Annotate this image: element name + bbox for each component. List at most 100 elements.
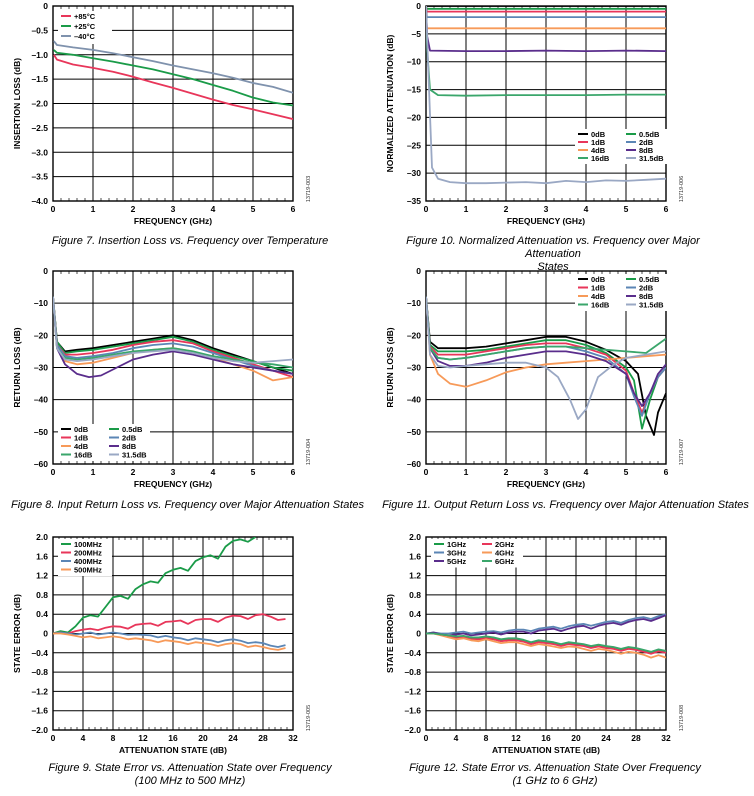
x-tick-label: 2 [131, 204, 136, 214]
x-tick-label: 0 [424, 733, 429, 743]
legend-label: 31.5dB [639, 301, 664, 310]
legend-label: +25°C [74, 22, 96, 31]
series-line-31.5dB [426, 6, 666, 185]
caption-line: States [537, 261, 569, 273]
caption-line: Figure 10. Normalized Attenuation vs. Fr… [406, 235, 700, 260]
x-tick-label: 4 [81, 733, 86, 743]
chart-6: 0 4 8 12 16 20 24 28 32 2.0 1.6 1.2 0.8 0.4 0 –0.4 –0.8 –… [385, 532, 685, 755]
caption-line: Figure 12. State Error vs. Attenuation S… [409, 762, 701, 774]
y-tick-label: –25 [407, 140, 421, 150]
legend-label: 200MHz [74, 549, 102, 558]
caption-line: Figure 11. Output Return Loss vs. Freque… [382, 499, 749, 511]
x-tick-label: 0 [51, 733, 56, 743]
legend-box [575, 129, 667, 164]
series-line-3GHz [426, 613, 666, 635]
y-tick-label: –2.0 [404, 725, 421, 735]
y-axis-label: STATE ERROR (dB) [385, 594, 395, 673]
x-tick-label: 1 [464, 204, 469, 214]
series-line-0.5dB [426, 296, 666, 430]
series-line-100MHz [53, 537, 256, 635]
y-tick-label: –2.5 [31, 123, 48, 133]
plot-frame [52, 5, 294, 202]
y-tick-label: –0.8 [404, 667, 421, 677]
series-line-1dB [426, 296, 666, 414]
figure-number-label: 13719-006 [679, 176, 685, 202]
y-tick-label: –3.0 [31, 147, 48, 157]
y-tick-label: –1.2 [404, 686, 421, 696]
legend-label: 2GHz [495, 540, 514, 549]
y-tick-label: –3.5 [31, 172, 48, 182]
legend-label: 0.5dB [639, 130, 660, 139]
x-axis-label: FREQUENCY (GHz) [507, 479, 585, 489]
legend-label: 1GHz [447, 540, 466, 549]
x-axis-label: FREQUENCY (GHz) [134, 479, 212, 489]
legend-label: 400MHz [74, 557, 102, 566]
y-tick-label: –50 [34, 427, 48, 437]
y-axis-label: STATE ERROR (dB) [12, 594, 22, 673]
x-tick-label: 28 [631, 733, 641, 743]
x-tick-label: 1 [91, 204, 96, 214]
x-tick-label: 3 [171, 204, 176, 214]
figure-number-label: 13719-005 [306, 705, 312, 731]
legend-label: 4dB [591, 292, 606, 301]
y-axis-label: INSERTION LOSS (dB) [12, 58, 22, 149]
y-tick-label: –5 [412, 29, 422, 39]
x-tick-label: 32 [288, 733, 298, 743]
x-tick-label: 0 [51, 204, 56, 214]
caption-line: Figure 9. State Error vs. Attenuation St… [48, 762, 332, 774]
legend-label: 4dB [74, 442, 89, 451]
y-tick-label: –1.0 [31, 50, 48, 60]
legend-label: 100MHz [74, 540, 102, 549]
legend-label: 31.5dB [122, 451, 147, 460]
legend-label: 2dB [639, 138, 654, 147]
y-tick-label: –50 [407, 427, 421, 437]
legend-label: 3GHz [447, 549, 466, 558]
y-tick-label: –30 [34, 363, 48, 373]
x-tick-label: 4 [584, 467, 589, 477]
series-line-+85°C [53, 54, 293, 120]
y-tick-label: –0.5 [31, 25, 48, 35]
legend-label: 500MHz [74, 566, 102, 575]
y-tick-label: –1.2 [31, 686, 48, 696]
y-tick-label: –2.0 [31, 99, 48, 109]
legend-box [58, 424, 150, 461]
legend-label: 0dB [591, 275, 606, 284]
caption-figure-9: Figure 9. State Error vs. Attenuation St… [20, 762, 360, 788]
series-line-–40°C [53, 40, 293, 94]
x-tick-label: 24 [228, 733, 238, 743]
legend-label: 31.5dB [639, 154, 664, 163]
y-tick-label: –20 [407, 330, 421, 340]
figure-number-label: 13719-004 [306, 439, 312, 465]
x-tick-label: 4 [454, 733, 459, 743]
y-tick-label: –0.4 [404, 648, 421, 658]
y-tick-label: 0 [416, 1, 421, 11]
series-line-400MHz [53, 631, 286, 648]
figure-number-label: 13719-008 [679, 705, 685, 731]
y-tick-label: 0 [43, 1, 48, 11]
legend-label: 6GHz [495, 557, 514, 566]
x-tick-label: 8 [484, 733, 489, 743]
x-tick-label: 20 [198, 733, 208, 743]
series-line-5GHz [426, 614, 666, 637]
x-tick-label: 5 [624, 204, 629, 214]
x-tick-label: 8 [111, 733, 116, 743]
x-tick-label: 0 [51, 467, 56, 477]
y-tick-label: –1.6 [31, 706, 48, 716]
caption-line: Figure 8. Input Return Loss vs. Frequenc… [11, 499, 364, 511]
x-tick-label: 12 [138, 733, 148, 743]
series-line-31.5dB [53, 296, 293, 364]
y-tick-label: –1.6 [404, 706, 421, 716]
x-tick-label: 4 [584, 204, 589, 214]
legend-label: 8dB [122, 442, 137, 451]
y-tick-label: –10 [407, 298, 421, 308]
y-tick-label: 1.6 [36, 551, 48, 561]
legend-label: 1dB [591, 284, 606, 293]
legend-label: 16dB [591, 154, 610, 163]
caption-line: (100 MHz to 500 MHz) [134, 775, 246, 787]
x-tick-label: 5 [624, 467, 629, 477]
series-line-500MHz [53, 632, 286, 651]
series-line-+25°C [53, 49, 293, 107]
caption-line: Figure 7. Insertion Loss vs. Frequency o… [51, 235, 329, 247]
